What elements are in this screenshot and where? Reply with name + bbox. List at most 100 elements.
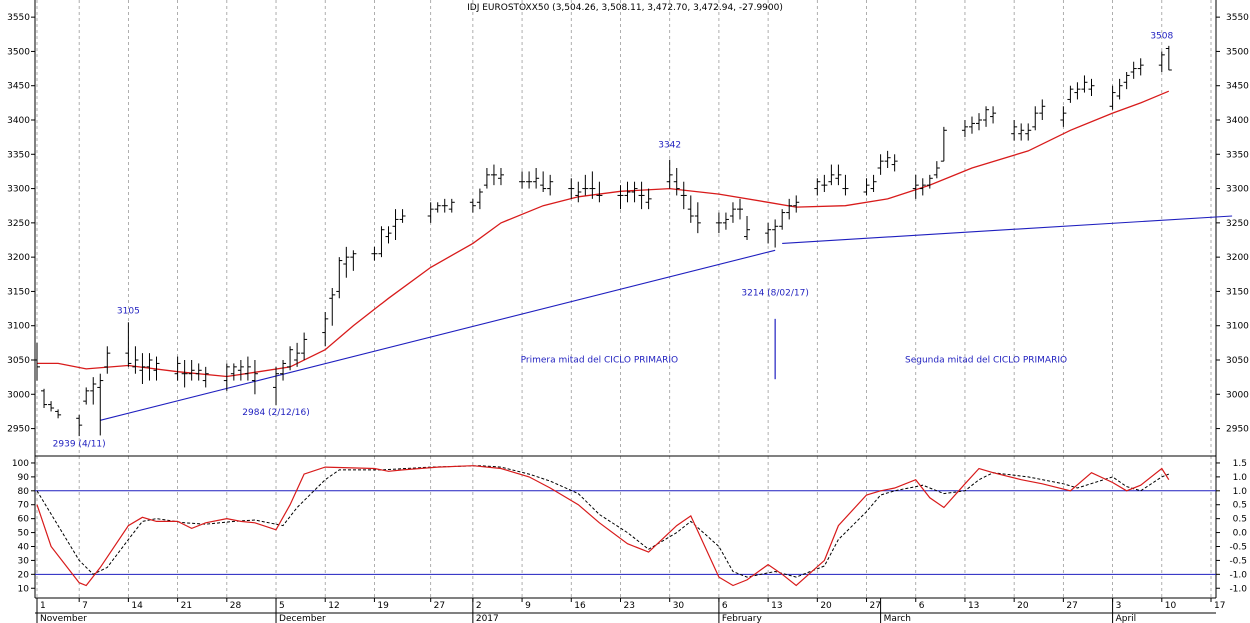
moving-average-line — [37, 90, 1170, 378]
ohlc-bar — [181, 360, 188, 388]
price-y-ticks: 2950 2950 3000 3000 3050 3050 3100 3100 3150 3150… — [7, 13, 1249, 434]
price-tick-label-right: 3100 — [1226, 322, 1249, 332]
ohlc-bar — [877, 154, 884, 175]
ohlc-bar — [736, 198, 743, 220]
ohlc-bar — [722, 212, 729, 230]
ohlc-bar — [715, 212, 722, 234]
x-tick-label: 10 — [1165, 601, 1177, 611]
ohlc-bar — [1137, 58, 1144, 76]
x-tick-label: 5 — [279, 601, 285, 611]
ohlc-bar — [983, 106, 990, 127]
ohlc-bar — [624, 181, 631, 203]
price-tick-label-left: 3400 — [7, 116, 30, 126]
ohlc-bar — [174, 356, 181, 381]
ohlc-bar — [251, 360, 258, 395]
ohlc-bar — [821, 174, 828, 192]
x-tick-label: 6 — [919, 601, 925, 611]
ohlc-bar — [631, 181, 638, 203]
chart-title: IDJ EUROSTOXX50 (3,504.26, 3,508.11, 3,4… — [467, 3, 783, 13]
price-tick-label-left: 3100 — [7, 322, 30, 332]
x-tick-label: 27 — [870, 601, 881, 611]
ohlc-bar — [399, 209, 406, 223]
ohlc-bar — [919, 178, 926, 196]
ohlc-bar — [153, 356, 160, 381]
price-tick-label-right: 3000 — [1226, 390, 1249, 400]
ohlc-bar — [617, 185, 624, 210]
ohlc-bar — [427, 202, 434, 223]
price-tick-label-right: 3500 — [1226, 47, 1249, 57]
x-tick-label: 13 — [771, 601, 782, 611]
ohlc-bar — [673, 168, 680, 196]
ohlc-bar — [329, 288, 336, 326]
ohlc-bar — [34, 342, 40, 381]
annotation-label: 3508 — [1150, 31, 1173, 41]
price-tick-label-left: 3000 — [7, 390, 30, 400]
ohlc-bar — [1165, 45, 1172, 71]
ohlc-bar — [1011, 120, 1018, 141]
ohlc-bar — [301, 332, 308, 360]
ohlc-bar — [1081, 75, 1088, 93]
ohlc-bar — [287, 346, 294, 371]
x-tick-label: 28 — [230, 601, 242, 611]
x-tick-label: 6 — [722, 601, 728, 611]
ohlc-bar — [687, 195, 694, 223]
ohlc-bar — [202, 366, 209, 388]
ohlc-bar — [336, 257, 343, 299]
ohlc-bar — [1074, 82, 1081, 100]
ohlc-bar — [448, 198, 455, 213]
price-tick-label-right: 3050 — [1226, 356, 1249, 366]
ohlc-bar — [1039, 99, 1046, 120]
price-tick-label-left: 3450 — [7, 82, 30, 92]
ohlc-bar — [828, 164, 835, 186]
ohlc-bar — [1060, 106, 1067, 127]
ohlc-bar — [976, 113, 983, 131]
ohlc-bar — [476, 188, 483, 210]
stoch-tick-label-left: 60 — [18, 515, 30, 525]
ohlc-bar — [526, 171, 533, 189]
stoch-tick-label-right: 0.5 — [1233, 515, 1247, 525]
ohlc-bar — [104, 346, 111, 374]
ohlc-bar — [55, 409, 62, 419]
ohlc-bar — [1123, 72, 1130, 90]
month-label: December — [279, 614, 326, 623]
stoch-tick-label-right: 0.5 — [1233, 501, 1247, 511]
stoch-tick-label-left: 100 — [12, 459, 29, 469]
stoch-tick-label-right: 0.0 — [1233, 529, 1248, 539]
ohlc-bar — [132, 346, 139, 374]
price-panel — [34, 0, 1217, 457]
ohlc-bar — [744, 216, 751, 240]
x-tick-label: 21 — [181, 601, 192, 611]
month-label: November — [40, 614, 87, 623]
ohlc-bar — [139, 353, 146, 384]
ohlc-bar — [582, 174, 589, 196]
ohlc-bar — [793, 195, 800, 213]
ohlc-bar — [350, 250, 357, 271]
price-tick-label-right: 3450 — [1226, 82, 1249, 92]
price-tick-label-right: 3200 — [1226, 253, 1249, 263]
stoch-tick-label-right: -1.0 — [1229, 584, 1247, 594]
ohlc-bar — [1088, 78, 1095, 96]
ohlc-bar — [680, 181, 687, 210]
x-tick-label: 20 — [1017, 601, 1029, 611]
ohlc-bar — [441, 198, 448, 213]
stochastic-d-line — [36, 465, 1169, 578]
ohlc-bar — [779, 209, 786, 230]
stoch-tick-label-right: 1.5 — [1233, 459, 1247, 469]
ohlc-bar — [146, 353, 153, 381]
x-tick-label: 3 — [1116, 601, 1122, 611]
price-tick-label-right: 3350 — [1226, 150, 1249, 160]
stoch-tick-label-left: 80 — [18, 487, 30, 497]
ohlc-bar — [729, 202, 736, 223]
ohlc-bar — [575, 181, 582, 203]
ohlc-bar — [694, 202, 701, 234]
ohlc-bar — [385, 226, 392, 244]
ohlc-bar — [490, 164, 497, 186]
x-tick-label: 30 — [673, 601, 685, 611]
x-tick-label: 20 — [820, 601, 832, 611]
ohlc-bar — [912, 174, 919, 199]
ohlc-bar — [933, 161, 940, 179]
ohlc-bar — [195, 363, 202, 381]
stochastic-k-line — [36, 465, 1170, 587]
ohlc-bar — [97, 373, 104, 436]
